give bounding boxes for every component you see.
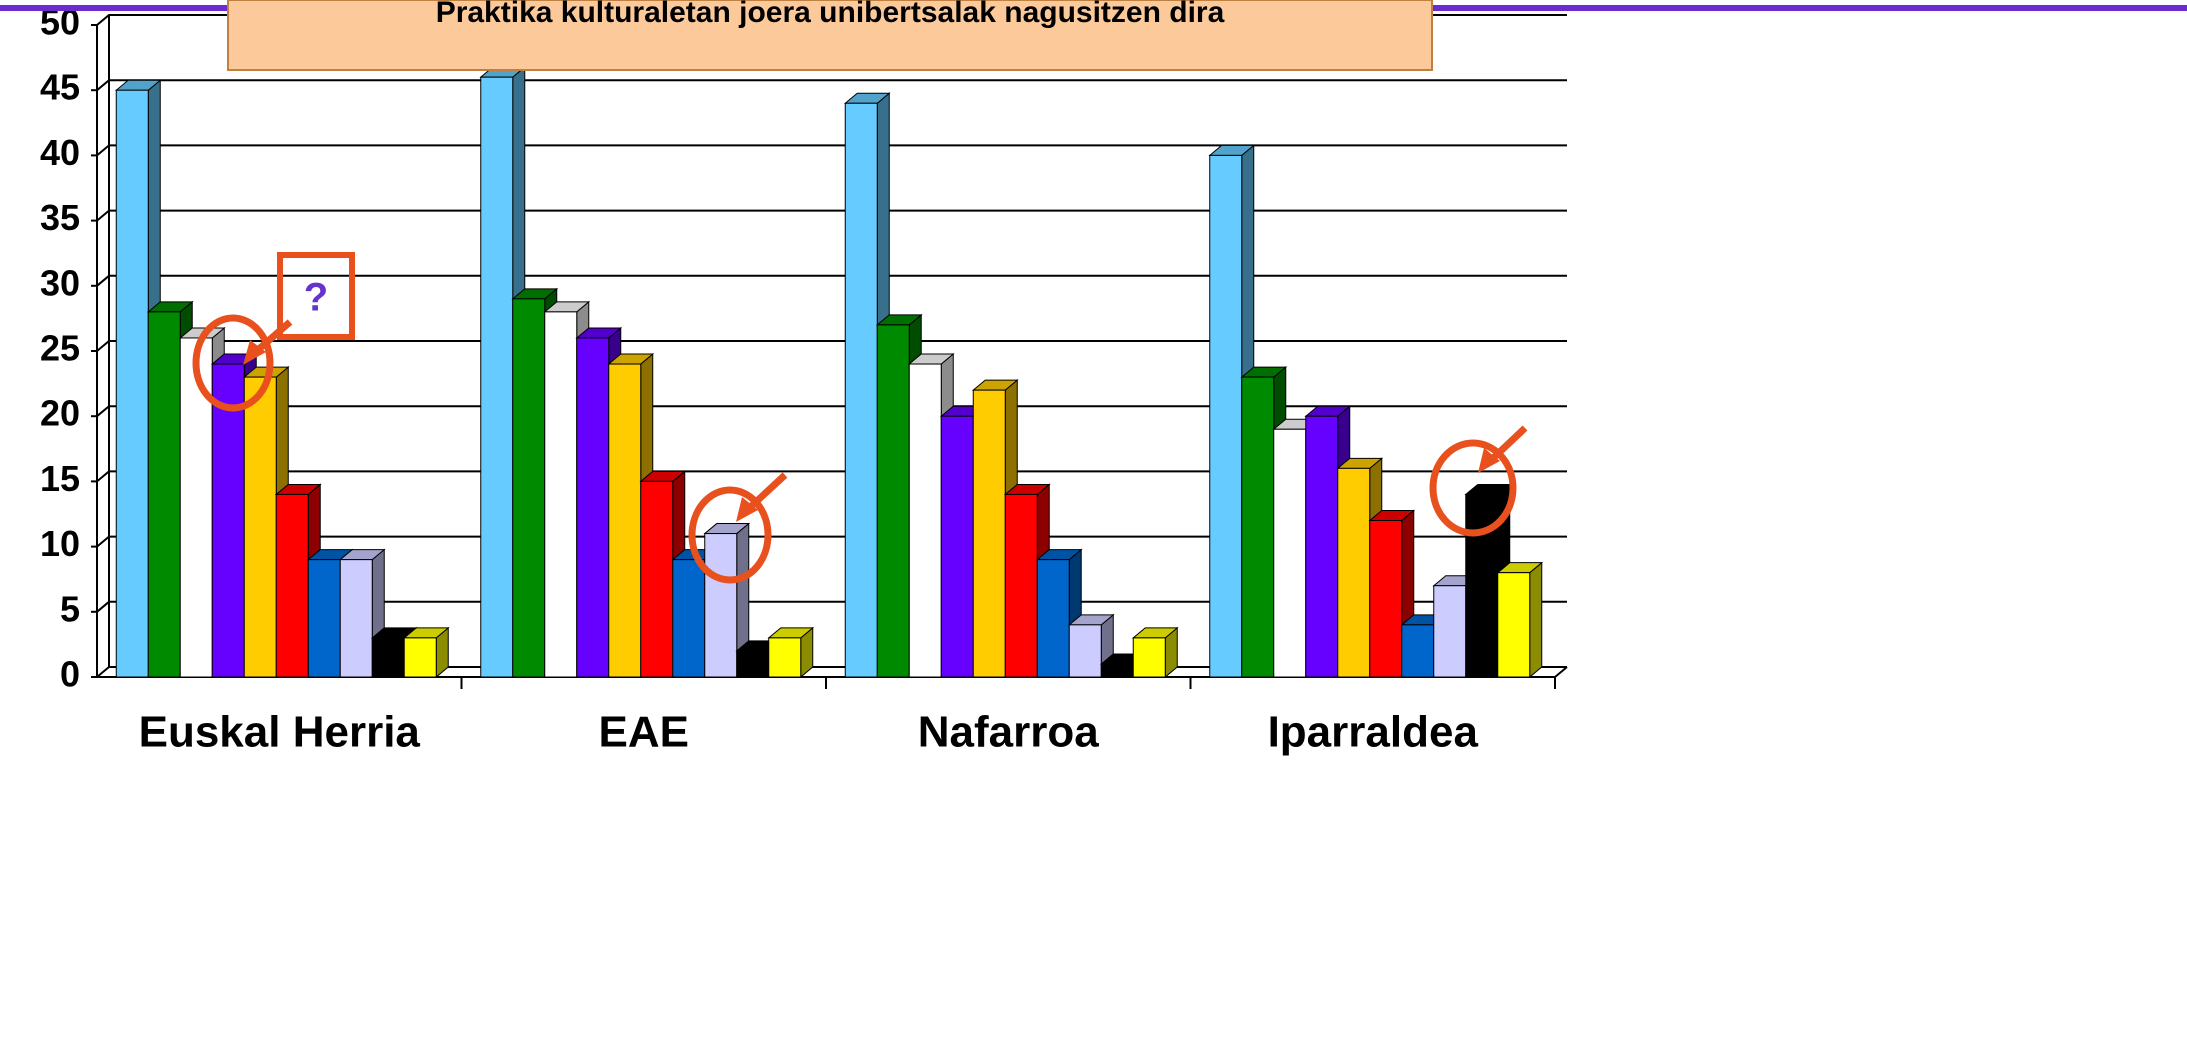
bar [1305,415,1339,678]
bar [1433,585,1467,678]
y-tick-label: 40 [40,132,80,173]
bar-side [1529,561,1543,679]
grid-line [96,274,1567,287]
y-tick-label: 15 [40,458,80,499]
bar [1273,428,1307,678]
bar [576,337,610,678]
grid-line [96,79,1567,91]
grid-line [96,209,1567,222]
bar [1465,493,1499,678]
bar [211,363,245,678]
x-tick-label: Nafarroa [918,708,1099,757]
bar [275,493,309,678]
x-tick-label: Iparraldea [1268,708,1479,757]
bar [179,337,213,678]
x-tick-label: EAE [599,708,689,757]
annotation-box [277,252,355,340]
bar [1132,637,1166,678]
bar [544,311,578,678]
grid-line [96,470,1567,483]
bar [243,376,277,678]
y-tick-label: 20 [40,393,80,434]
annotation: ? [304,276,328,320]
highlight-circle [192,314,274,412]
bar [972,389,1006,678]
bar [307,559,341,678]
bar [640,480,674,678]
grid-line [96,535,1567,548]
arrow-heads [243,340,1500,522]
arrow-head [243,340,266,365]
grid-line [96,340,1567,352]
x-tick-label: Euskal Herria [139,708,421,757]
bar [147,311,181,678]
highlights [192,314,1528,584]
bar [908,363,942,678]
y-tick-label: 30 [40,262,80,303]
y-tick-label: 10 [40,523,80,564]
bar [940,415,974,678]
highlight-circle [1429,439,1517,537]
right-edge [1554,666,1568,678]
bar [403,637,437,678]
bar [704,533,738,678]
bar [1036,559,1070,678]
bar [1241,376,1275,678]
title-box [227,0,1433,71]
y-tick-label: 0 [60,654,80,695]
bar [1004,493,1038,678]
bar [876,324,910,678]
bar [1369,520,1403,678]
y-tick-label: 5 [60,588,80,629]
bar [672,559,706,678]
bar [1100,663,1134,678]
bar [1209,154,1243,678]
highlight-circle [688,486,772,584]
y-tick-label: 35 [40,197,80,238]
grid-line [96,405,1567,417]
bars [114,66,1544,679]
bar [844,102,878,678]
grid-line [96,144,1567,157]
bar [608,363,642,678]
y-tick-label: 25 [40,328,80,369]
bar [1068,624,1102,678]
bar [339,559,373,678]
bar [480,76,514,678]
bar [115,89,149,678]
bar [736,650,770,678]
y-tick-label: 45 [40,67,80,108]
bar [371,637,405,678]
arrow-head [736,497,758,522]
chart-title: Praktika kulturaletan joera unibertsalak… [436,0,1225,29]
bar [768,637,802,678]
bar [1401,624,1435,678]
bar [1497,572,1531,678]
bar [1337,467,1371,678]
bar [512,298,546,678]
arrow-head [1478,448,1500,473]
